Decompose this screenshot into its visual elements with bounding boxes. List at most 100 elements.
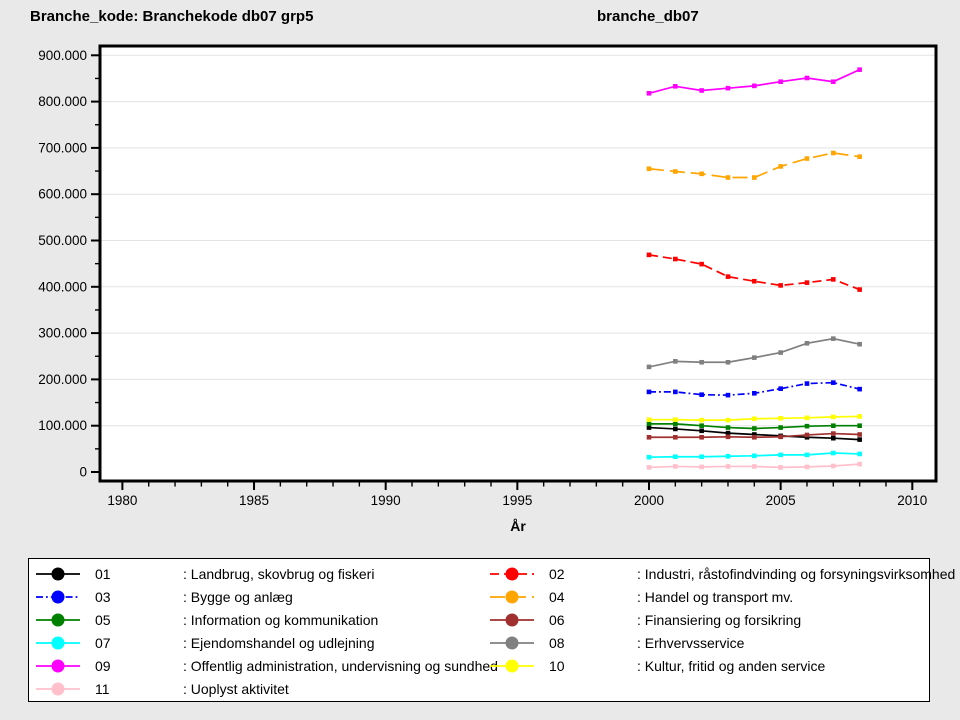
data-point-01 xyxy=(857,437,862,442)
data-point-10 xyxy=(857,414,862,419)
legend-item-03: 03 : Bygge og anlæg xyxy=(35,585,498,608)
data-point-02 xyxy=(646,252,652,258)
x-tick-label: 1990 xyxy=(371,493,401,508)
y-tick-label: 200.000 xyxy=(38,372,87,387)
x-tick-label: 1995 xyxy=(502,493,532,508)
series-09 xyxy=(646,67,862,96)
y-tick-label: 300.000 xyxy=(38,326,87,341)
legend-marker-10 xyxy=(490,659,534,672)
data-point-04 xyxy=(831,150,836,156)
legend-marker-09 xyxy=(36,659,80,672)
data-point-03 xyxy=(752,390,757,396)
data-point-04 xyxy=(752,175,757,180)
data-point-11 xyxy=(804,464,810,470)
legend-item-04: 04: Handel og transport mv. xyxy=(489,585,955,608)
data-point-05 xyxy=(752,426,757,431)
data-point-09 xyxy=(673,84,678,89)
data-point-03 xyxy=(857,386,862,392)
data-point-08 xyxy=(804,340,810,346)
data-point-06 xyxy=(699,434,704,440)
data-point-10 xyxy=(673,417,678,422)
legend-label: : Kultur, fritid og anden service xyxy=(637,657,826,674)
data-point-03 xyxy=(646,389,652,395)
y-tick-label: 500.000 xyxy=(38,233,87,248)
data-point-11 xyxy=(673,464,678,469)
series-08 xyxy=(646,336,862,370)
legend-label: : Industri, råstofindvinding og forsynin… xyxy=(637,565,956,582)
legend-marker-11 xyxy=(36,682,80,695)
data-point-05 xyxy=(699,423,704,428)
data-point-02 xyxy=(673,256,678,262)
legend-label: : Uoplyst aktivitet xyxy=(183,680,289,697)
data-point-05 xyxy=(778,425,783,430)
legend-item-10: 10 : Kultur, fritid og anden service xyxy=(489,654,955,677)
data-point-07 xyxy=(752,453,757,459)
x-tick-label: 1980 xyxy=(107,493,137,508)
legend-marker-03 xyxy=(36,590,80,603)
legend-code: 10 xyxy=(549,657,565,674)
chart-title-right: branche_db07 xyxy=(597,8,699,25)
data-point-07 xyxy=(857,451,862,457)
y-tick-label: 400.000 xyxy=(38,279,87,294)
legend-item-06: 06: Finansiering og forsikring xyxy=(489,608,955,631)
data-point-03 xyxy=(804,381,810,386)
data-point-04 xyxy=(778,164,783,169)
data-point-05 xyxy=(725,425,731,430)
legend-code: 11 xyxy=(95,680,110,697)
series-line-02 xyxy=(648,254,860,291)
data-point-08 xyxy=(673,359,678,364)
legend-item-07: 07: Ejendomshandel og udlejning xyxy=(35,631,498,654)
legend-label: : Offentlig administration, undervisning… xyxy=(183,657,498,674)
y-tick-label: 900.000 xyxy=(38,48,87,63)
data-point-07 xyxy=(804,452,810,458)
data-point-04 xyxy=(857,154,862,159)
data-point-08 xyxy=(752,355,757,360)
data-point-01 xyxy=(699,428,704,434)
data-point-09 xyxy=(778,79,783,84)
legend-label: : Finansiering og forsikring xyxy=(637,611,802,628)
plot-frame xyxy=(98,44,938,483)
legend-code: 08 xyxy=(549,634,565,651)
data-point-10 xyxy=(778,415,783,421)
data-point-10 xyxy=(725,417,731,423)
data-point-03 xyxy=(831,380,836,385)
data-point-02 xyxy=(725,274,731,279)
x-axis-label: År xyxy=(510,518,526,534)
legend-item-02: 02: Industri, råstofindvinding og forsyn… xyxy=(489,562,955,585)
legend-label: : Bygge og anlæg xyxy=(183,588,293,605)
data-point-01 xyxy=(804,434,810,440)
legend-code: 03 xyxy=(95,588,111,605)
series-04 xyxy=(646,150,862,180)
data-point-07 xyxy=(831,450,836,456)
data-point-07 xyxy=(646,454,652,460)
legend-marker-04 xyxy=(490,590,534,603)
data-point-10 xyxy=(752,416,757,422)
data-point-07 xyxy=(725,453,731,459)
data-point-02 xyxy=(752,278,757,284)
data-point-05 xyxy=(804,423,810,429)
data-point-11 xyxy=(778,465,783,470)
data-point-02 xyxy=(699,261,704,267)
series-06 xyxy=(646,431,862,440)
legend-marker-01 xyxy=(36,567,80,580)
data-point-10 xyxy=(646,417,652,422)
data-point-09 xyxy=(646,90,652,96)
data-point-08 xyxy=(646,364,652,370)
legend: 01: Landbrug, skovbrug og fiskeri 03: Byg… xyxy=(28,558,955,702)
data-point-06 xyxy=(673,434,678,440)
data-point-08 xyxy=(725,359,731,365)
data-point-08 xyxy=(857,341,862,347)
x-tick-label: 2005 xyxy=(766,493,796,508)
legend-code: 04 xyxy=(549,588,565,605)
data-point-09 xyxy=(831,79,836,84)
legend-item-11: 11 : Uoplyst aktivitet xyxy=(35,677,498,700)
data-point-05 xyxy=(646,421,652,427)
legend-column-right: 02: Industri, råstofindvinding og forsyn… xyxy=(489,562,955,677)
series-03 xyxy=(646,380,862,398)
data-point-02 xyxy=(857,287,862,292)
data-point-10 xyxy=(831,414,836,420)
data-point-06 xyxy=(778,434,783,440)
data-point-02 xyxy=(804,280,810,285)
data-point-03 xyxy=(725,392,731,398)
x-tick-label: 2000 xyxy=(634,493,664,508)
